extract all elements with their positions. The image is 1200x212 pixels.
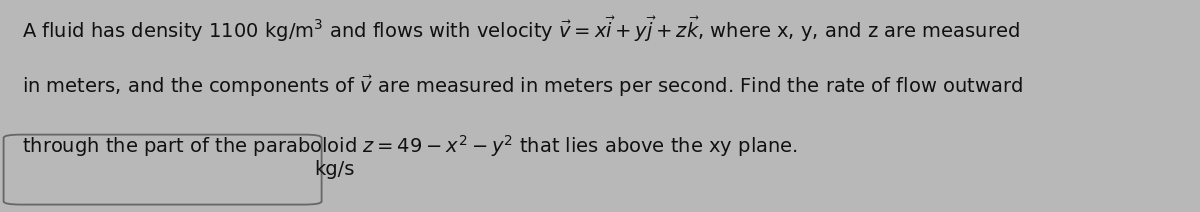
Text: A fluid has density 1100 kg/m$^3$ and flows with velocity $\vec{v} = x\vec{i} + : A fluid has density 1100 kg/m$^3$ and fl…	[22, 15, 1019, 44]
Text: kg/s: kg/s	[314, 160, 355, 179]
Text: in meters, and the components of $\vec{v}$ are measured in meters per second. Fi: in meters, and the components of $\vec{v…	[22, 74, 1022, 99]
FancyBboxPatch shape	[4, 135, 322, 205]
Text: through the part of the paraboloid $z = 49 - x^2 - y^2$ that lies above the xy p: through the part of the paraboloid $z = …	[22, 134, 798, 159]
